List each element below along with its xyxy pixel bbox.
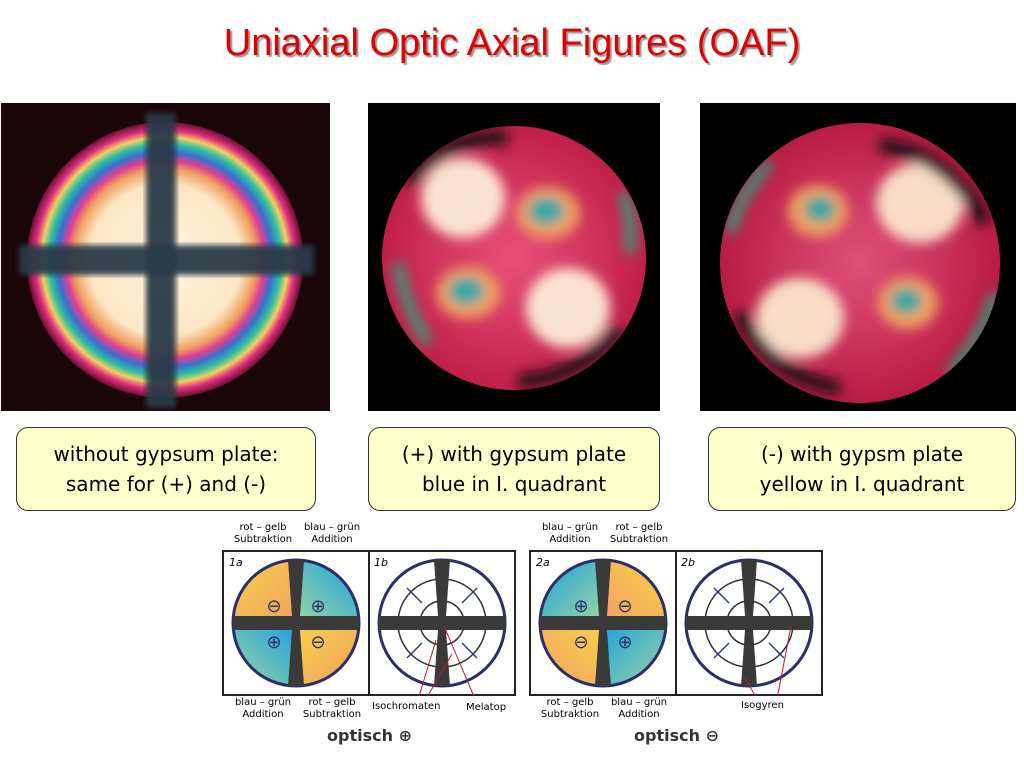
caption-line: yellow in I. quadrant: [759, 472, 965, 496]
caption-line: (-) with gypsm plate: [760, 442, 964, 466]
svg-text:⊖: ⊖: [617, 596, 632, 617]
quadrant-label-bottom-left: rot – gelb Subtraktion: [540, 697, 600, 720]
label-isochromaten: Isochromaten: [372, 701, 441, 712]
schematic-panels: ⊖ ⊕ ⊕ ⊖: [222, 550, 516, 696]
svg-text:⊕: ⊕: [310, 596, 325, 617]
interference-photo-negative: [700, 103, 1016, 411]
panel-tag-a: 1a: [229, 556, 243, 569]
caption-positive: (+) with gypsum plate blue in I. quadran…: [368, 427, 660, 511]
quadrant-label-top-right: rot – gelb Subtraktion: [609, 522, 669, 545]
schematic-optically-positive: rot – gelb Subtraktion blau – grün Additio…: [222, 518, 517, 754]
label-melatop: Melatop: [466, 702, 507, 713]
quadrant-label-top-left: rot – gelb Subtraktion: [233, 522, 293, 545]
quadrant-label-top-right: blau – grün Addition: [303, 522, 361, 545]
svg-text:⊖: ⊖: [266, 596, 281, 617]
page-title: Uniaxial Optic Axial Figures (OAF): [223, 22, 801, 64]
schematic-panels: ⊕ ⊖ ⊖ ⊕: [529, 550, 823, 696]
quadrant-label-top-left: blau – grün Addition: [541, 522, 599, 545]
quadrant-label-bottom-right: rot – gelb Subtraktion: [302, 697, 362, 720]
panel-tag-a: 2a: [536, 556, 550, 569]
svg-text:⊖: ⊖: [573, 632, 588, 653]
svg-text:⊕: ⊕: [617, 632, 632, 653]
caption-line: without gypsum plate:: [53, 442, 279, 466]
caption-no-plate: without gypsum plate: same for (+) and (…: [16, 427, 316, 511]
panel-tag-b: 2b: [681, 556, 695, 569]
quadrant-label-bottom-right: blau – grün Addition: [610, 697, 668, 720]
caption-negative: (-) with gypsm plate yellow in I. quadra…: [708, 427, 1016, 511]
label-isogyren: Isogyren: [741, 700, 784, 711]
optisch-negative-label: optisch ⊖: [634, 726, 719, 745]
optisch-positive-label: optisch ⊕: [327, 726, 412, 745]
svg-text:⊕: ⊕: [266, 632, 281, 653]
interference-photo-no-plate: [1, 103, 330, 411]
svg-text:⊖: ⊖: [310, 632, 325, 653]
caption-line: same for (+) and (-): [65, 472, 267, 496]
caption-line: (+) with gypsum plate: [401, 442, 627, 466]
svg-text:⊕: ⊕: [573, 596, 588, 617]
panel-tag-b: 1b: [374, 556, 388, 569]
caption-line: blue in I. quadrant: [421, 472, 607, 496]
interference-photo-positive: [368, 103, 660, 411]
quadrant-label-bottom-left: blau – grün Addition: [234, 697, 292, 720]
schematic-optically-negative: blau – grün Addition rot – gelb Subtraktio…: [529, 518, 824, 754]
